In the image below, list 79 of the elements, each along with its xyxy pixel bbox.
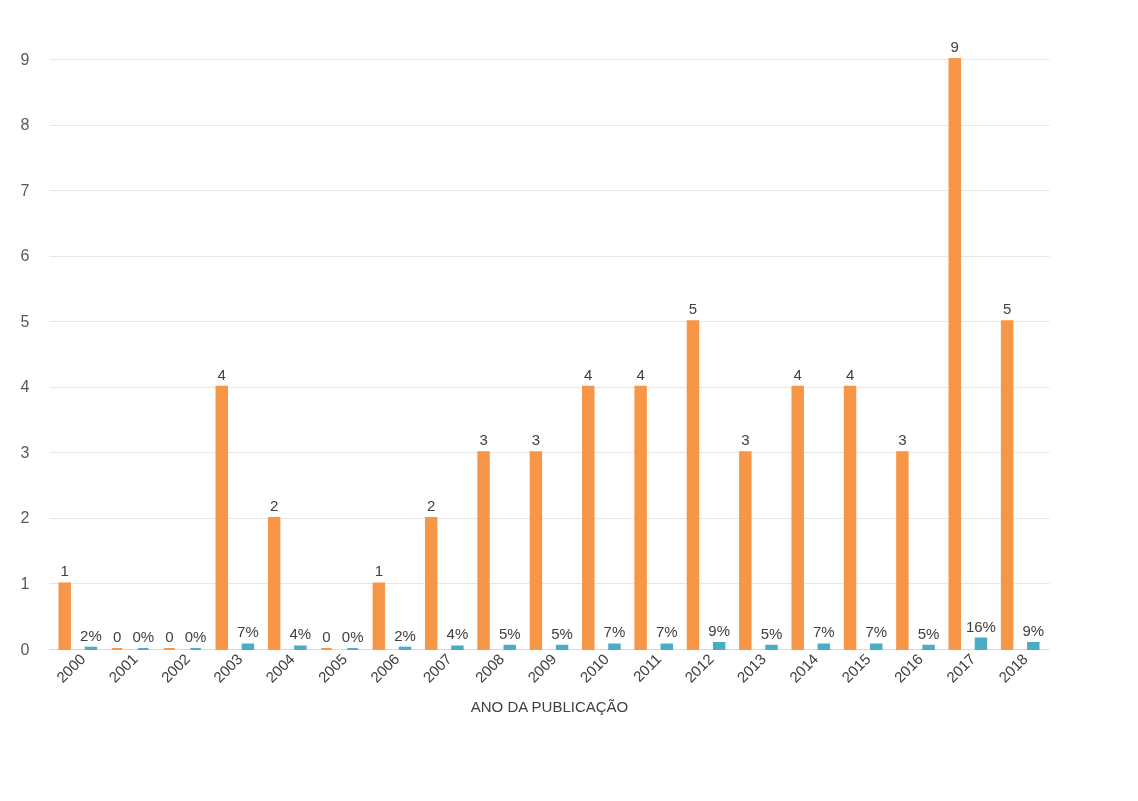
data-label: 4% [289,625,312,643]
bar [1000,320,1014,650]
bar [608,643,621,650]
data-label: 4 [845,365,855,383]
data-label: 7% [813,623,835,641]
bar [843,385,857,650]
bar [267,516,281,650]
bar [477,451,490,650]
y-tick-label: 4 [20,378,30,396]
data-label: 5% [917,624,940,642]
y-tick-label: 6 [20,247,30,265]
bar [896,451,909,650]
bar [660,643,674,650]
data-label: 1 [60,562,69,580]
data-label: 2% [394,626,416,644]
y-tick-label: 9 [20,50,30,68]
data-label: 2 [427,496,436,514]
data-label: 9% [1022,622,1045,640]
data-label: 7% [237,623,259,641]
bar [1027,642,1040,650]
data-label: 3 [898,431,907,449]
data-label: 3 [531,431,541,449]
y-tick-label: 3 [20,443,30,461]
bar [241,643,255,650]
y-tick-label: 8 [20,116,30,134]
data-label: 0% [132,628,155,645]
data-label: 2% [80,626,102,644]
bar [634,385,647,650]
bar [503,644,516,650]
data-label: 3 [479,431,488,449]
bar [817,643,831,650]
y-tick-label: 1 [20,574,30,592]
data-label: 5% [551,624,573,642]
data-label: 4 [584,365,593,383]
bar [58,582,71,650]
data-label: 7% [655,623,678,641]
bar [582,385,595,650]
data-label: 2 [269,496,279,514]
data-label: 4 [793,365,802,383]
data-label: 7% [603,623,626,641]
bar [948,58,961,650]
data-label: 5% [498,624,521,642]
data-label: 7% [865,623,888,641]
data-label: 5 [1002,300,1012,318]
y-tick-label: 0 [20,640,30,658]
data-label: 4 [636,365,645,383]
bar [555,644,569,650]
data-label: 9% [708,622,730,640]
data-label: 0 [112,628,122,645]
y-tick-label: 7 [20,181,30,199]
bar [739,451,752,650]
bar [529,451,543,650]
bar [791,385,804,650]
data-label: 0 [322,628,331,645]
data-label: 0% [341,628,364,645]
bar [974,637,988,650]
data-label: 0 [165,628,174,645]
data-label: 5% [760,624,783,642]
data-label: 4 [217,365,226,383]
bar [294,645,307,650]
data-label: 16% [965,617,996,635]
bar [451,645,464,650]
x-axis-title: ANO DA PUBLICAÇÃO [470,697,629,715]
y-tick-label: 2 [20,509,30,527]
bar [712,642,726,650]
y-tick-label: 5 [20,312,30,330]
data-label: 1 [374,562,384,580]
data-label: 5 [688,300,698,318]
data-label: 9 [950,38,959,55]
bar [686,320,700,650]
bar [215,385,229,650]
data-label: 0% [184,628,207,645]
bar [765,644,778,650]
bar [372,582,386,650]
bar [424,516,438,650]
bar [922,644,935,650]
bar [869,643,883,650]
data-label: 3 [741,431,750,449]
data-label: 4% [446,625,469,643]
